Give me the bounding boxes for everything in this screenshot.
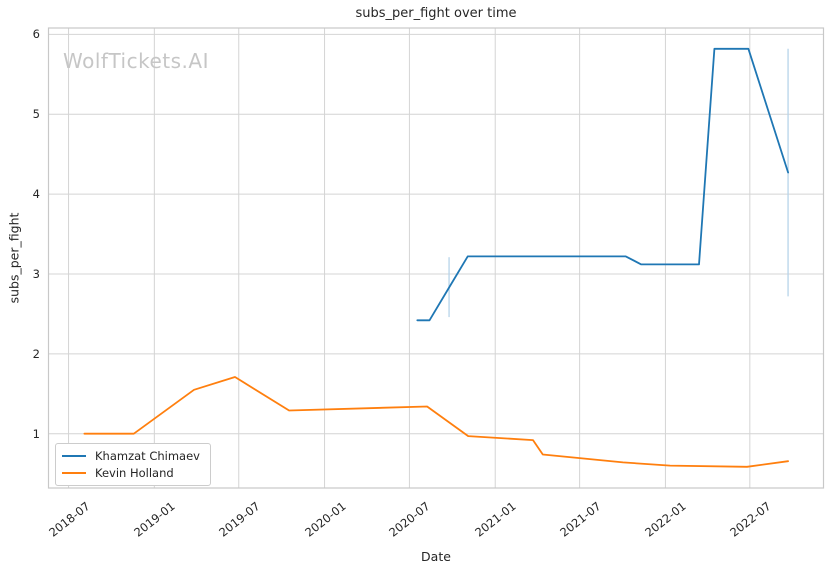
y-tick-label: 1 [32,426,40,441]
legend-item-khamzat-chimaev: Khamzat Chimaev [62,447,200,464]
y-tick-label: 6 [32,27,40,42]
legend-item-kevin-holland: Kevin Holland [62,464,200,481]
series-line-khamzat-chimaev [416,47,789,322]
legend: Khamzat Chimaev Kevin Holland [55,443,211,486]
series-line-kevin-holland [83,376,789,468]
watermark: WolfTickets.AI [63,49,209,73]
y-tick-label: 3 [32,266,40,281]
y-tick-label: 4 [32,187,40,202]
legend-label: Khamzat Chimaev [95,448,200,463]
legend-line-swatch [62,471,86,474]
x-axis-label: Date [421,549,451,564]
chart-title: subs_per_fight over time [355,6,517,21]
legend-line-swatch [62,454,86,457]
y-tick-label: 2 [32,346,40,361]
plot-frame [47,27,825,489]
y-axis-label: subs_per_fight [6,212,22,304]
y-tick-label: 5 [32,107,40,122]
legend-label: Kevin Holland [95,465,174,480]
